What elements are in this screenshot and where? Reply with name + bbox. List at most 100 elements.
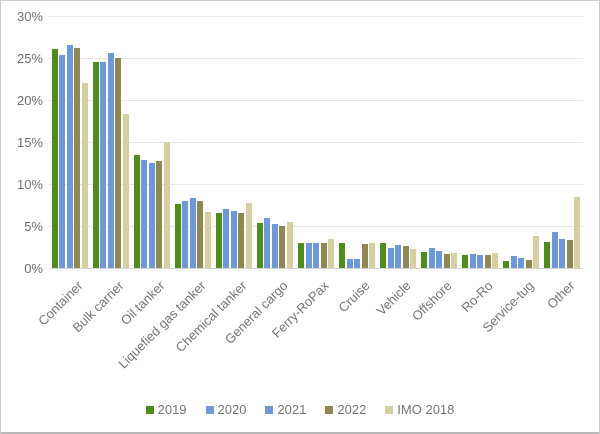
gridline-5	[49, 226, 583, 227]
legend-label: 2022	[337, 402, 367, 417]
bar-service-tug-2021	[518, 257, 525, 268]
legend-label: 2020	[217, 402, 247, 417]
bar-ro-ro-2020	[469, 253, 476, 268]
bar-liquefied-gas-tanker-2022	[197, 200, 204, 268]
bar-general-cargo-imo-2018	[286, 221, 293, 268]
bar-vehicle-imo-2018	[410, 248, 417, 268]
bar-offshore-2022	[443, 253, 450, 268]
bar-cruise-2021	[354, 258, 361, 268]
legend-swatch-icon	[265, 405, 274, 414]
bar-cruise-2020	[346, 258, 353, 268]
y-axis-tick-label: 15%	[16, 135, 43, 150]
bar-ferry-ropax-2020	[305, 242, 312, 268]
bar-ro-ro-2019	[462, 255, 469, 268]
category-label-offshore: Offshore	[409, 278, 455, 324]
category-label-vehicle: Vehicle	[373, 278, 414, 319]
category-label-cruise: Cruise	[335, 278, 373, 316]
bar-chemical-tanker-imo-2018	[245, 203, 252, 268]
bar-cruise-2022	[361, 243, 368, 268]
legend-item-2021: 2021	[265, 402, 306, 417]
gridline-10	[49, 184, 583, 185]
legend-label: 2019	[157, 402, 187, 417]
bar-liquefied-gas-tanker-2020	[182, 200, 189, 268]
bar-oil-tanker-2022	[156, 161, 163, 268]
bar-ferry-ropax-2021	[313, 242, 319, 268]
legend-item-2019: 2019	[145, 402, 187, 417]
bar-chemical-tanker-2019	[215, 213, 222, 268]
legend-item-2020: 2020	[205, 402, 247, 417]
bar-general-cargo-2022	[279, 226, 286, 268]
bar-container-2020	[59, 54, 66, 268]
bar-service-tug-2020	[510, 256, 517, 268]
bar-offshore-imo-2018	[451, 252, 458, 268]
legend-item-2022: 2022	[325, 402, 366, 417]
bar-general-cargo-2020	[264, 217, 271, 268]
y-axis-tick-label: 5%	[24, 219, 43, 234]
y-axis-tick-label: 10%	[16, 177, 43, 192]
bar-ro-ro-2022	[484, 255, 491, 268]
bar-other-2021	[559, 238, 566, 268]
legend-swatch-icon	[145, 405, 154, 414]
bar-liquefied-gas-tanker-2021	[189, 198, 196, 268]
bar-chemical-tanker-2021	[230, 210, 237, 268]
bar-general-cargo-2021	[271, 224, 278, 268]
bar-oil-tanker-2019	[133, 155, 140, 268]
bar-vehicle-2019	[380, 242, 387, 268]
bar-offshore-2019	[421, 252, 428, 268]
bar-ferry-ropax-imo-2018	[328, 239, 334, 268]
bar-container-2019	[51, 48, 58, 268]
chart-legend: 2019 2020 2021 2022 IMO 2018	[1, 402, 599, 417]
bar-ro-ro-imo-2018	[492, 252, 499, 268]
gridline-20	[49, 100, 583, 101]
bar-cruise-imo-2018	[369, 242, 376, 268]
bar-container-imo-2018	[81, 83, 88, 268]
plot-area	[49, 16, 583, 269]
bar-other-2020	[551, 231, 558, 268]
gridline-25	[49, 58, 583, 59]
bar-ferry-ropax-2019	[298, 242, 304, 268]
category-label-other: Other	[544, 278, 579, 312]
bar-bulk-carrier-imo-2018	[122, 114, 129, 268]
bar-offshore-2020	[428, 247, 435, 268]
bar-vehicle-2021	[395, 245, 402, 268]
legend-label: IMO 2018	[397, 402, 455, 417]
legend-swatch-icon	[385, 405, 394, 414]
y-axis-tick-label: 30%	[16, 9, 43, 24]
bar-general-cargo-2019	[256, 223, 263, 268]
bar-vehicle-2020	[387, 247, 394, 268]
gridline-15	[49, 142, 583, 143]
bar-chemical-tanker-2020	[223, 209, 230, 268]
bar-container-2022	[74, 47, 81, 268]
y-axis-tick-label: 25%	[16, 51, 43, 66]
legend-swatch-icon	[205, 405, 214, 414]
y-axis-tick-label: 0%	[24, 261, 43, 276]
category-label-ro-ro: Ro-Ro	[458, 278, 496, 316]
bar-ro-ro-2021	[477, 254, 484, 268]
bar-service-tug-2019	[503, 261, 510, 268]
legend-label: 2021	[277, 402, 307, 417]
bar-other-2019	[544, 241, 551, 268]
bar-oil-tanker-2021	[148, 163, 155, 268]
bar-oil-tanker-imo-2018	[163, 142, 170, 268]
bar-bulk-carrier-2020	[100, 62, 107, 268]
bar-vehicle-2022	[402, 246, 409, 268]
bar-other-2022	[566, 240, 573, 268]
bar-bulk-carrier-2022	[115, 58, 122, 268]
gridline-30	[49, 16, 583, 17]
bar-cruise-2019	[339, 242, 346, 268]
bar-bulk-carrier-2019	[92, 62, 99, 268]
category-label-chemical-tanker: Chemical tanker	[172, 278, 250, 356]
bar-oil-tanker-2020	[141, 160, 148, 268]
bar-ferry-ropax-2022	[320, 242, 327, 268]
bar-liquefied-gas-tanker-2019	[174, 204, 181, 268]
gridline-0	[49, 268, 583, 269]
bar-service-tug-imo-2018	[533, 236, 540, 268]
bar-chemical-tanker-2022	[238, 213, 245, 268]
legend-item-imo-2018: IMO 2018	[385, 402, 454, 417]
y-axis-tick-label: 20%	[16, 93, 43, 108]
bar-offshore-2021	[436, 251, 443, 268]
bar-bulk-carrier-2021	[107, 52, 114, 268]
bar-service-tug-2022	[525, 259, 532, 268]
legend-swatch-icon	[325, 405, 334, 414]
